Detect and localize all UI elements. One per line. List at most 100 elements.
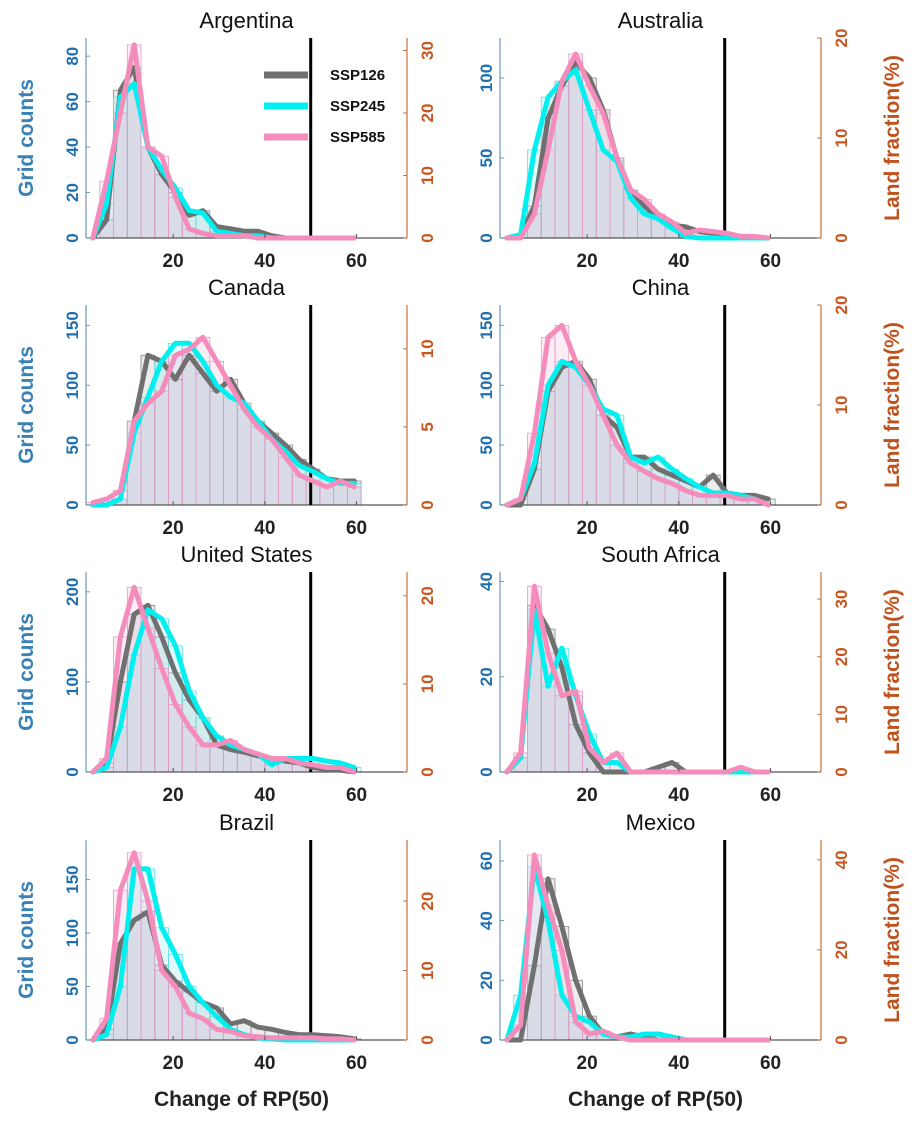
x-tick-label: 40: [254, 251, 275, 272]
x-tick-label: 40: [668, 1053, 689, 1074]
histogram-bar: [568, 360, 583, 506]
right-tick-label: 20: [832, 940, 851, 959]
x-tick-label: 40: [254, 1053, 275, 1074]
series-line-ssp585: [504, 322, 771, 508]
histogram-bar: [346, 486, 362, 506]
histogram-bar: [554, 695, 570, 773]
x-tick-label: 60: [760, 518, 781, 539]
histogram-bar: [140, 402, 156, 506]
x-tick-label: 20: [163, 518, 184, 539]
left-tick-label: 20: [477, 667, 496, 686]
histogram-bar: [181, 348, 197, 506]
y-axis-label: Grid counts: [15, 613, 38, 731]
histogram-ssp245: [513, 69, 693, 239]
x-tick-label: 60: [760, 1053, 781, 1074]
x-axis-label: Change of RP(50): [154, 1088, 329, 1111]
right-tick-label: 0: [832, 500, 851, 509]
histogram-bar: [319, 486, 335, 506]
y2-axis-label: Land fraction(%): [881, 857, 904, 1023]
panel-title: Brazil: [219, 810, 274, 835]
left-tick-label: 150: [63, 865, 82, 893]
x-tick-label: 20: [577, 785, 598, 806]
right-tick-label: 30: [418, 41, 437, 60]
x-tick-label: 20: [163, 251, 184, 272]
right-tick-label: 0: [418, 1035, 437, 1044]
histogram-bar: [154, 390, 169, 506]
legend-label: SSP126: [330, 67, 385, 84]
series-line-ssp126: [90, 352, 357, 508]
panel-united-states: 0 100 200 0 10 20 20 40 60 United States Grid coun…: [15, 542, 437, 806]
x-tick-label: 20: [577, 1053, 598, 1074]
left-tick-label: 0: [477, 233, 496, 242]
right-tick-label: 10: [832, 705, 851, 724]
legend-label: SSP585: [330, 129, 385, 146]
right-tick-label: 10: [832, 129, 851, 148]
right-tick-label: 20: [418, 586, 437, 605]
histogram-bar: [154, 970, 169, 1041]
histogram-bar: [250, 426, 266, 506]
panel-title: Australia: [618, 8, 704, 33]
right-tick-label: 0: [832, 233, 851, 242]
panel-title: Mexico: [626, 810, 696, 835]
histogram-bar: [554, 324, 570, 506]
x-tick-label: 60: [346, 518, 367, 539]
series-line-ssp585: [90, 42, 357, 241]
panel-title: Argentina: [199, 8, 294, 33]
left-tick-label: 100: [63, 668, 82, 696]
left-tick-label: 0: [63, 1035, 82, 1044]
right-tick-label: 20: [832, 647, 851, 666]
series-line-ssp245: [504, 67, 771, 241]
histogram-ssp245: [513, 360, 762, 506]
right-tick-label: 5: [418, 422, 437, 431]
right-tick-label: 10: [418, 674, 437, 693]
left-tick-label: 0: [477, 1035, 496, 1044]
x-tick-label: 60: [346, 251, 367, 272]
x-axis-label: Change of RP(50): [568, 1088, 743, 1111]
right-tick-label: 0: [418, 767, 437, 776]
left-tick-label: 50: [477, 149, 496, 168]
series-line-ssp585: [90, 850, 357, 1043]
y-axis-label: Grid counts: [15, 79, 38, 197]
left-tick-label: 100: [477, 371, 496, 399]
y2-axis-label: Land fraction(%): [881, 55, 904, 221]
panel-argentina: 0 20 40 60 80 0 10 20 30 20 40 60 Argentina Grid coun…: [15, 8, 437, 272]
right-tick-label: 0: [418, 500, 437, 509]
left-tick-label: 100: [63, 919, 82, 947]
right-tick-label: 30: [832, 590, 851, 609]
histogram-bar: [195, 744, 211, 773]
y2-axis-label: Land fraction(%): [881, 589, 904, 755]
x-tick-label: 20: [577, 518, 598, 539]
y-axis-label: Grid counts: [15, 346, 38, 464]
panel-title: Canada: [208, 275, 286, 300]
x-tick-label: 40: [668, 785, 689, 806]
left-tick-label: 150: [477, 311, 496, 339]
x-tick-label: 40: [668, 251, 689, 272]
panel-australia: 0 50 100 0 10 20 20 40 60 Australia Land fraction(…: [477, 8, 904, 272]
left-tick-label: 0: [477, 767, 496, 776]
left-tick-label: 40: [477, 572, 496, 591]
left-tick-label: 150: [63, 311, 82, 339]
x-tick-label: 60: [760, 251, 781, 272]
left-tick-label: 60: [477, 851, 496, 870]
x-tick-label: 60: [346, 785, 367, 806]
right-tick-label: 0: [832, 1035, 851, 1044]
left-tick-label: 60: [63, 92, 82, 111]
series-line-ssp585: [504, 51, 771, 241]
series-line-ssp585: [90, 334, 357, 506]
x-tick-label: 20: [163, 1053, 184, 1074]
left-tick-label: 0: [63, 500, 82, 509]
x-tick-label: 60: [760, 785, 781, 806]
left-tick-label: 40: [63, 138, 82, 157]
histogram-ssp585: [99, 44, 252, 239]
series-line-ssp585: [504, 583, 771, 775]
x-tick-label: 20: [577, 251, 598, 272]
left-tick-label: 40: [477, 911, 496, 930]
panel-mexico: 0 20 40 60 0 20 40 20 40 60 Mexico Land fraction(%)…: [477, 810, 904, 1111]
left-tick-label: 50: [63, 977, 82, 996]
x-tick-label: 40: [254, 518, 275, 539]
y2-axis-label: Land fraction(%): [881, 322, 904, 488]
histogram-bar: [236, 408, 252, 506]
left-tick-label: 0: [63, 233, 82, 242]
left-tick-label: 50: [63, 436, 82, 455]
